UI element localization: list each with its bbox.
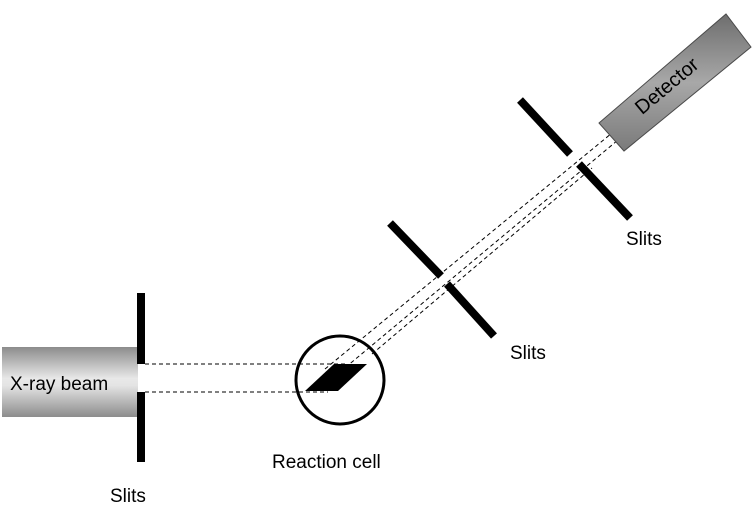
reaction-cell-circle [294,334,386,426]
middle-slit-lower [444,281,497,339]
xray-beam-label: X-ray beam [10,374,108,395]
detector-slits [517,97,633,221]
detector-slit-lower [576,161,633,221]
xray-beam-source [2,347,138,417]
reaction-cell-label: Reaction cell [272,452,381,473]
middle-slits [387,220,497,339]
reaction-cell [294,334,386,426]
diffracted-beam-lines [324,132,619,373]
middle-slit-upper [387,220,444,279]
middle-slits-label: Slits [510,343,546,364]
entrance-slits-label: Slits [110,486,146,507]
detector-slit-upper [517,97,573,157]
diffracted-beam-line-b [339,139,619,373]
incoming-beam-lines [145,363,345,393]
detector [598,13,752,152]
diffracted-beam-line-a [324,132,613,370]
diffracted-beam-line-c [371,167,593,355]
xray-beam-body [2,347,138,417]
sample-crystal [305,364,367,391]
detector-body [598,13,752,152]
detector-slits-label: Slits [626,229,662,250]
